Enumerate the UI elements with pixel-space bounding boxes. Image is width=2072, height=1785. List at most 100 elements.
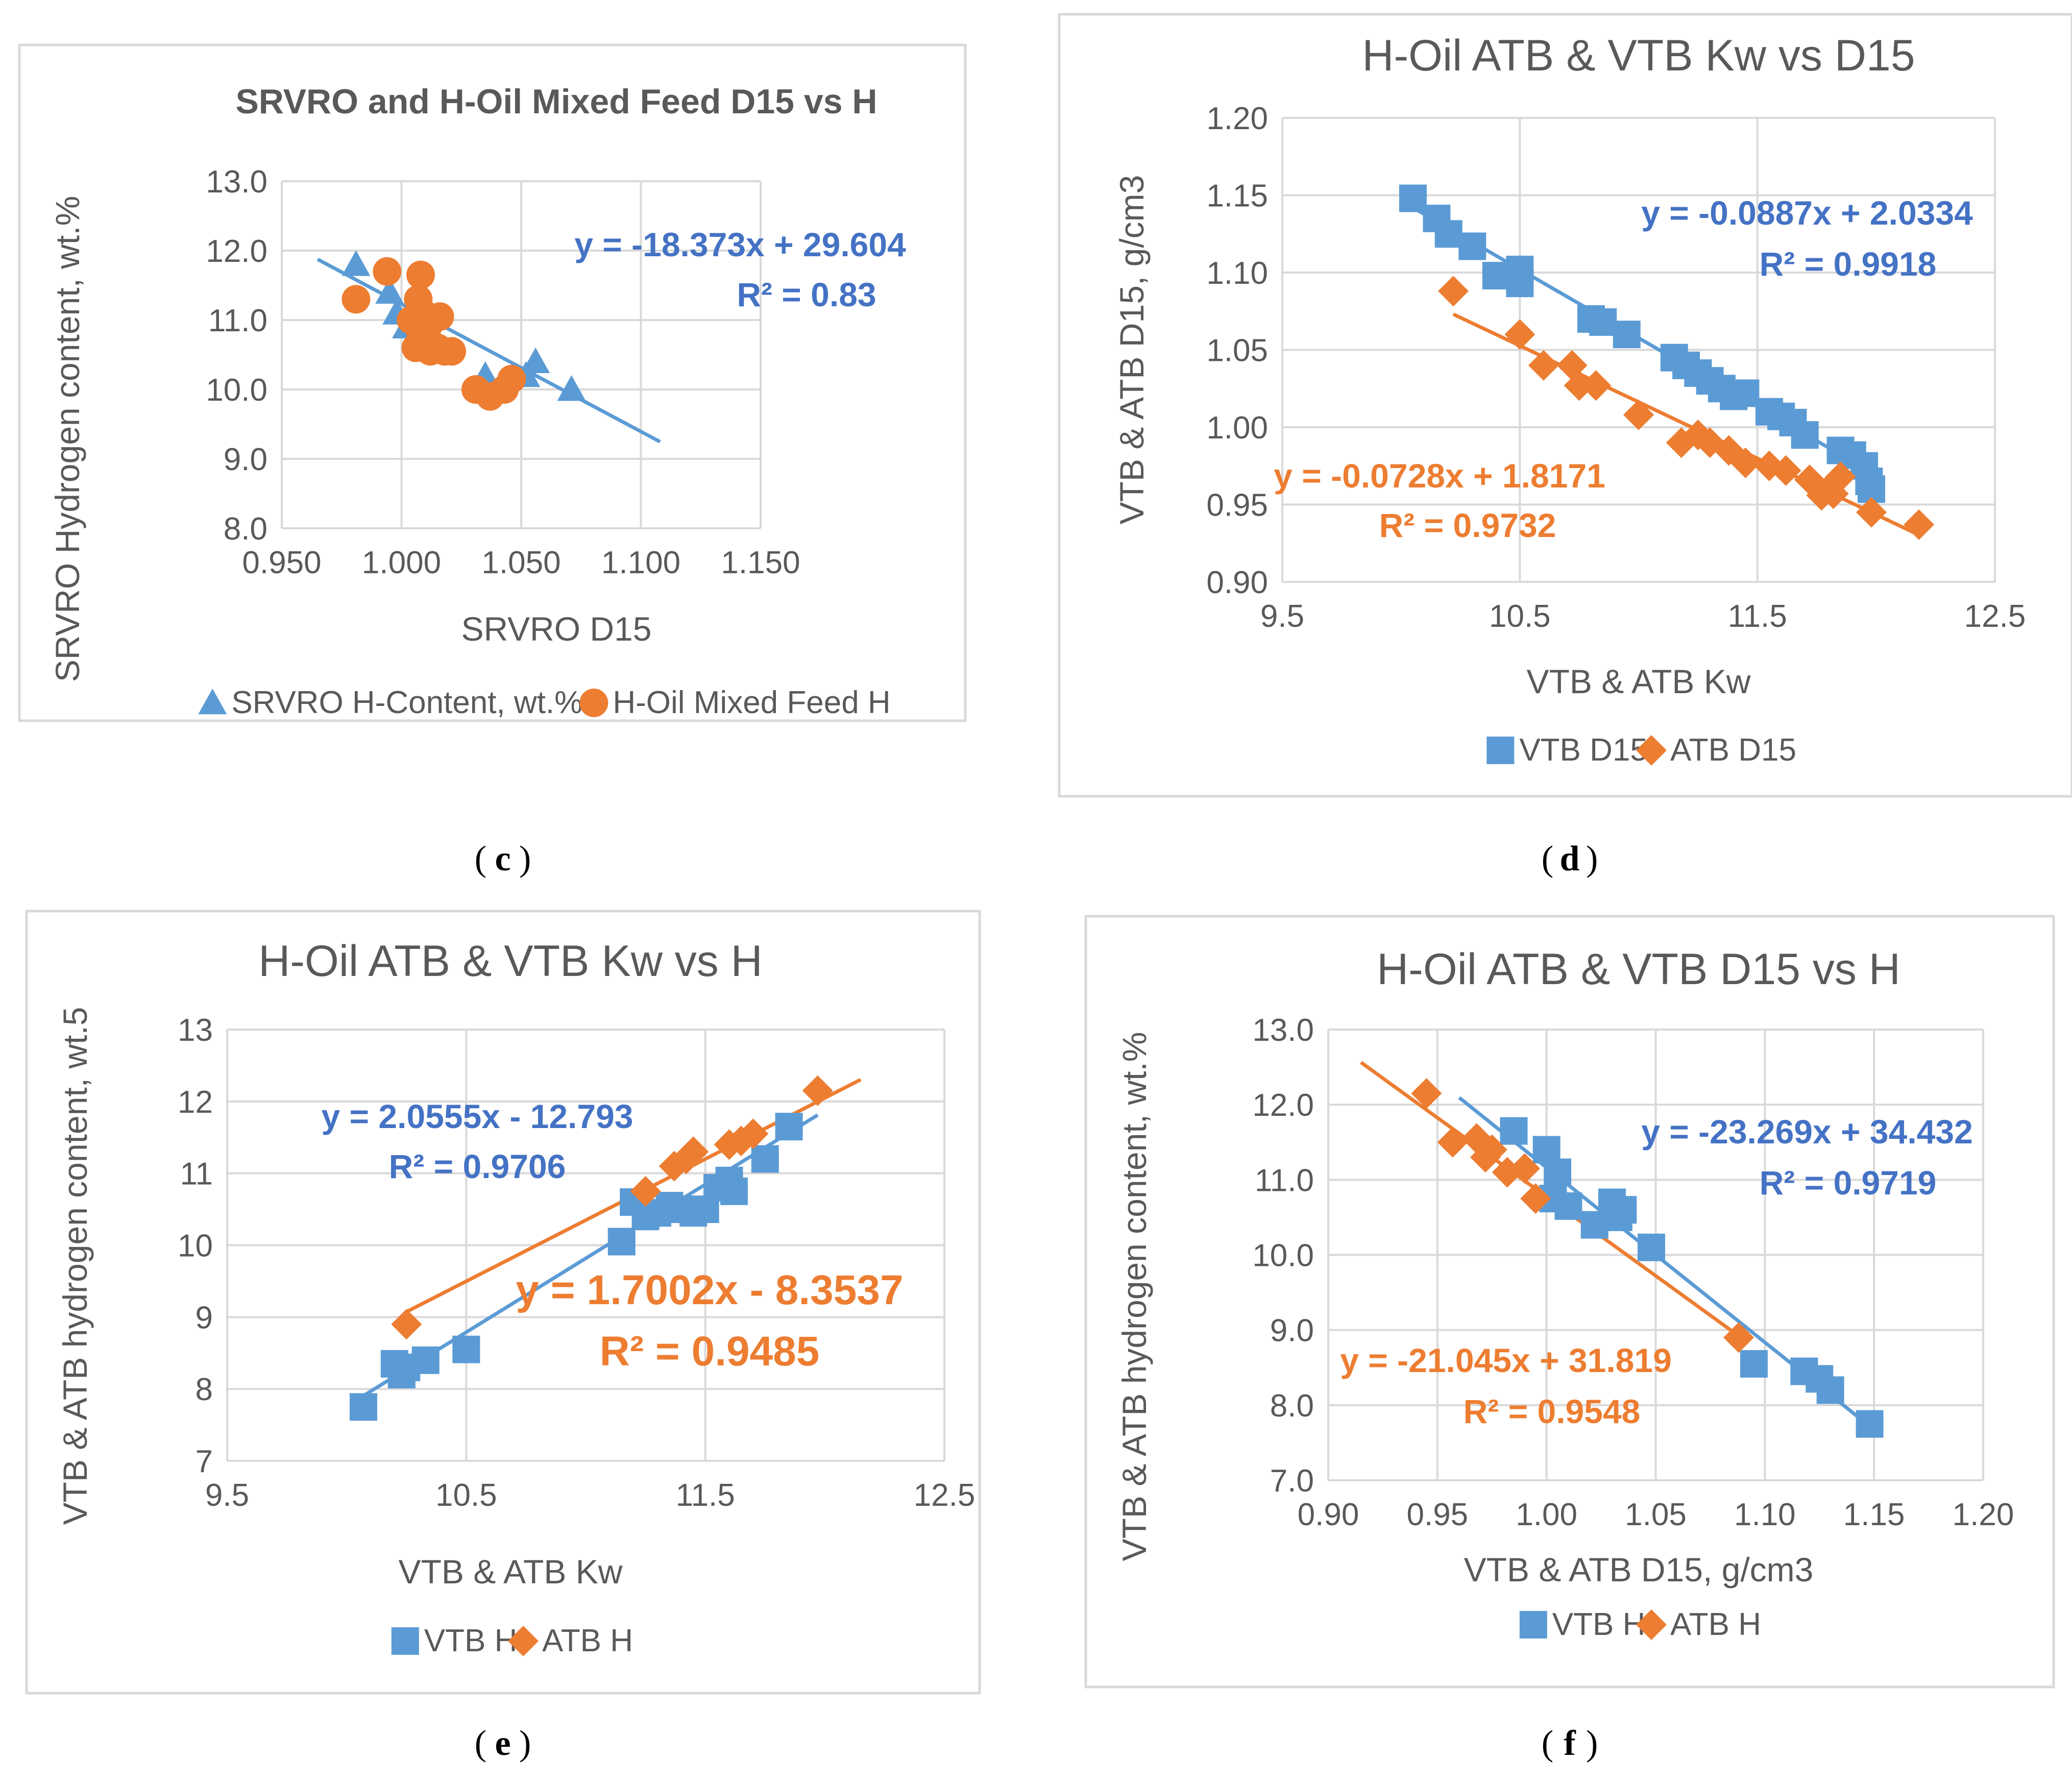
legend-label: SRVRO H-Content, wt.% <box>231 685 582 720</box>
data-point <box>1609 1196 1637 1224</box>
y-tick-label: 12.0 <box>206 234 267 269</box>
data-point <box>1544 1158 1572 1186</box>
chart-f: 7.0 8.0 9.0 10.0 11.0 12.0 13.0 0.90 0.95 1.00 1.0… <box>1084 915 2055 1763</box>
data-point <box>1458 232 1486 260</box>
y-tick-label: 12.0 <box>1252 1088 1314 1123</box>
data-point <box>720 1177 748 1205</box>
trendline-r2: R² = 0.9706 <box>389 1147 566 1185</box>
chart-title: H-Oil ATB & VTB Kw vs D15 <box>1362 31 1915 80</box>
trendline-equation: y = -0.0728x + 1.8171 <box>1274 457 1605 495</box>
y-tick-label: 1.10 <box>1206 256 1268 291</box>
data-point <box>1476 1134 1507 1165</box>
y-tick-label: 7.0 <box>1270 1463 1314 1499</box>
data-point <box>1623 399 1654 430</box>
y-tick-label: 13.0 <box>1252 1013 1314 1048</box>
data-point <box>1825 461 1856 492</box>
y-axis-title: SRVRO Hydrogen content, wt.% <box>48 196 86 682</box>
y-tick-label: 11 <box>180 1157 213 1192</box>
x-tick-label: 0.950 <box>242 545 321 580</box>
data-point <box>1816 1376 1844 1404</box>
y-tick-label: 0.90 <box>1206 565 1268 600</box>
x-tick-label: 9.5 <box>205 1478 249 1513</box>
y-tick-label: 8 <box>196 1372 213 1407</box>
legend-label: ATB H <box>542 1623 633 1658</box>
caption-open-paren: ( <box>475 1724 486 1763</box>
x-tick-label: 12.5 <box>914 1478 976 1513</box>
x-tick-label: 1.00 <box>1516 1497 1577 1532</box>
series-vtb-d15 <box>1399 184 1886 503</box>
data-point <box>557 375 586 401</box>
data-point <box>375 278 404 304</box>
data-point <box>1399 184 1427 212</box>
data-point <box>1528 350 1559 381</box>
legend: VTB H ATB H <box>1519 1607 1761 1642</box>
trendline-equation: y = -18.373x + 29.604 <box>574 226 906 263</box>
trendline-equation: y = -0.0887x + 2.0334 <box>1641 194 1973 232</box>
series-vtb-h <box>1500 1117 1884 1438</box>
gridlines <box>1281 117 1996 583</box>
caption-label: f <box>1564 1724 1576 1763</box>
chart-title: H-Oil ATB & VTB D15 vs H <box>1377 945 1900 994</box>
legend-label: VTB D15 <box>1519 732 1648 768</box>
caption-open-paren: ( <box>1542 839 1553 878</box>
series-vtb-h <box>349 1113 803 1421</box>
data-point <box>1580 370 1612 401</box>
data-point <box>1437 1127 1468 1158</box>
data-point <box>1554 1192 1582 1220</box>
legend-marker <box>508 1626 539 1656</box>
legend-marker <box>1519 1611 1547 1639</box>
series-h-oil-mixed-feed-h <box>342 257 526 411</box>
trendline-r2: R² = 0.9485 <box>600 1328 820 1375</box>
y-axis-title: VTB & ATB hydrogen content, wt.5 <box>56 1007 94 1525</box>
data-point <box>391 1309 422 1340</box>
x-tick-label: 12.5 <box>1964 599 2026 634</box>
data-point <box>1520 1183 1551 1214</box>
y-tick-label: 13 <box>178 1013 213 1048</box>
x-tick-label: 11.5 <box>676 1478 735 1513</box>
legend-marker <box>1486 737 1515 764</box>
data-point <box>1904 509 1935 540</box>
data-point <box>452 1335 480 1363</box>
y-tick-label: 10 <box>178 1229 213 1264</box>
x-tick-label: 0.90 <box>1298 1497 1359 1532</box>
data-point <box>802 1075 833 1106</box>
y-tick-label: 1.05 <box>1206 333 1268 369</box>
x-tick-label: 1.050 <box>481 545 560 580</box>
y-axis-title: VTB & ATB hydrogen content, wt.% <box>1115 1032 1153 1561</box>
gridlines <box>226 1029 945 1462</box>
x-tick-label: 9.5 <box>1260 599 1304 634</box>
data-point <box>406 260 435 289</box>
y-tick-label: 11.0 <box>208 303 267 338</box>
trendline-equation: y = -23.269x + 34.432 <box>1641 1113 1973 1151</box>
x-axis-title: VTB & ATB Kw <box>1527 663 1751 700</box>
caption-close-paren: ) <box>1586 1724 1598 1763</box>
data-point <box>373 257 402 286</box>
caption-label: e <box>495 1724 510 1763</box>
caption-open-paren: ( <box>475 839 486 878</box>
x-tick-label: 11.5 <box>1728 599 1787 634</box>
data-point <box>437 337 466 366</box>
x-axis-title: VTB & ATB Kw <box>399 1553 623 1591</box>
chart-border <box>1084 915 2055 1689</box>
x-tick-label: 1.20 <box>1953 1497 2014 1532</box>
data-point <box>1482 262 1510 290</box>
legend: SRVRO H-Content, wt.% H-Oil Mixed Feed H <box>198 685 891 720</box>
legend-label: VTB H <box>1552 1607 1646 1642</box>
y-tick-label: 10.0 <box>1252 1238 1314 1274</box>
y-tick-label: 0.95 <box>1206 488 1268 523</box>
series-atb-h <box>1411 1078 1754 1353</box>
chart-border <box>1058 13 2072 798</box>
data-point <box>630 1176 661 1207</box>
trendline-r2: R² = 0.9732 <box>1379 506 1556 544</box>
data-point <box>607 1228 636 1256</box>
y-tick-label: 13.0 <box>206 164 267 200</box>
gridlines <box>281 180 762 529</box>
legend-marker <box>579 689 608 717</box>
y-tick-label: 1.00 <box>1206 410 1268 446</box>
panel-caption: (c) <box>475 839 531 878</box>
caption-label: d <box>1560 839 1580 878</box>
legend-marker <box>391 1627 419 1655</box>
legend-marker <box>1636 735 1667 766</box>
trendline-r2: R² = 0.9918 <box>1760 245 1937 283</box>
caption-close-paren: ) <box>519 1724 531 1763</box>
